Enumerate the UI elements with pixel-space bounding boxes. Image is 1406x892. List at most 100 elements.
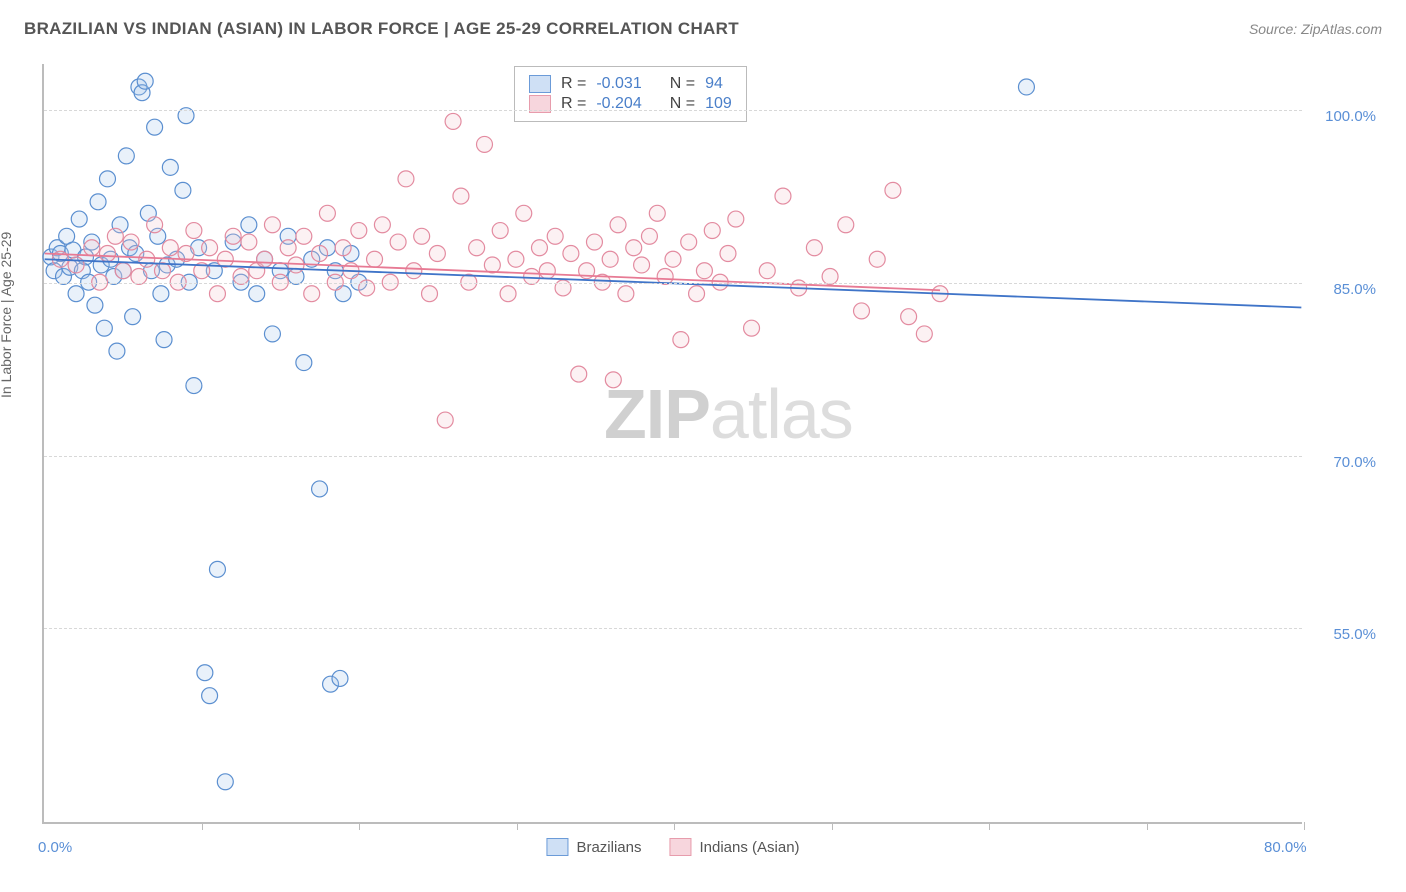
scatter-point <box>202 688 218 704</box>
scatter-point <box>838 217 854 233</box>
scatter-point <box>696 263 712 279</box>
scatter-point <box>100 171 116 187</box>
scatter-point <box>162 159 178 175</box>
scatter-point <box>516 205 532 221</box>
scatter-point <box>162 240 178 256</box>
scatter-point <box>209 561 225 577</box>
scatter-point <box>71 211 87 227</box>
scatter-point <box>806 240 822 256</box>
scatter-point <box>508 251 524 267</box>
x-axis-label-right: 80.0% <box>1264 839 1307 856</box>
scatter-point <box>759 263 775 279</box>
scatter-point <box>469 240 485 256</box>
legend-item-indians: Indians (Asian) <box>669 838 799 856</box>
scatter-point <box>175 182 191 198</box>
scatter-point <box>477 136 493 152</box>
scatter-point <box>500 286 516 302</box>
scatter-point <box>288 257 304 273</box>
scatter-point <box>649 205 665 221</box>
scatter-point <box>406 263 422 279</box>
scatter-point <box>634 257 650 273</box>
scatter-point <box>257 251 273 267</box>
scatter-point <box>68 286 84 302</box>
scatter-point <box>197 665 213 681</box>
scatter-point <box>1018 79 1034 95</box>
scatter-point <box>139 251 155 267</box>
scatter-point <box>626 240 642 256</box>
r-value-brazilians: -0.031 <box>596 75 641 93</box>
series-legend: Brazilians Indians (Asian) <box>546 838 799 856</box>
scatter-point <box>332 670 348 686</box>
swatch-brazilians-icon <box>546 838 568 856</box>
scatter-point <box>681 234 697 250</box>
scatter-point <box>125 309 141 325</box>
scatter-point <box>115 263 131 279</box>
scatter-point <box>916 326 932 342</box>
scatter-point <box>312 481 328 497</box>
scatter-point <box>602 251 618 267</box>
scatter-point <box>547 228 563 244</box>
scatter-point <box>304 286 320 302</box>
scatter-point <box>398 171 414 187</box>
n-value-brazilians: 94 <box>705 75 723 93</box>
scatter-point <box>153 286 169 302</box>
chart-container: ZIPatlas R = -0.031 N = 94 R = -0.204 N … <box>42 64 1382 824</box>
scatter-svg <box>44 64 1302 822</box>
scatter-point <box>186 378 202 394</box>
scatter-point <box>84 240 100 256</box>
y-axis-title: In Labor Force | Age 25-29 <box>0 232 14 398</box>
scatter-point <box>885 182 901 198</box>
swatch-brazilians <box>529 75 551 93</box>
scatter-point <box>90 194 106 210</box>
scatter-point <box>704 223 720 239</box>
scatter-point <box>673 332 689 348</box>
scatter-point <box>249 286 265 302</box>
scatter-point <box>296 355 312 371</box>
scatter-point <box>492 223 508 239</box>
scatter-point <box>202 240 218 256</box>
scatter-point <box>319 205 335 221</box>
scatter-point <box>610 217 626 233</box>
scatter-point <box>484 257 500 273</box>
scatter-point <box>563 246 579 262</box>
scatter-point <box>367 251 383 267</box>
scatter-point <box>744 320 760 336</box>
scatter-point <box>335 240 351 256</box>
scatter-point <box>901 309 917 325</box>
y-tick-label: 100.0% <box>1306 108 1376 125</box>
scatter-point <box>641 228 657 244</box>
scatter-point <box>264 326 280 342</box>
scatter-point <box>728 211 744 227</box>
scatter-point <box>869 251 885 267</box>
scatter-point <box>209 286 225 302</box>
scatter-point <box>414 228 430 244</box>
scatter-point <box>118 148 134 164</box>
scatter-point <box>586 234 602 250</box>
legend-row-brazilians: R = -0.031 N = 94 <box>529 75 732 93</box>
legend-item-brazilians: Brazilians <box>546 838 641 856</box>
scatter-point <box>775 188 791 204</box>
y-tick-label: 70.0% <box>1306 454 1376 471</box>
scatter-point <box>96 320 112 336</box>
scatter-point <box>241 217 257 233</box>
scatter-point <box>137 73 153 89</box>
scatter-point <box>605 372 621 388</box>
scatter-point <box>87 297 103 313</box>
scatter-point <box>429 246 445 262</box>
scatter-point <box>147 217 163 233</box>
scatter-point <box>217 251 233 267</box>
scatter-point <box>107 228 123 244</box>
scatter-point <box>217 774 233 790</box>
scatter-point <box>241 234 257 250</box>
scatter-point <box>264 217 280 233</box>
scatter-point <box>374 217 390 233</box>
x-axis-label-left: 0.0% <box>38 839 72 856</box>
scatter-point <box>186 223 202 239</box>
scatter-point <box>720 246 736 262</box>
scatter-point <box>351 223 367 239</box>
y-tick-label: 55.0% <box>1306 626 1376 643</box>
chart-title: BRAZILIAN VS INDIAN (ASIAN) IN LABOR FOR… <box>24 19 739 39</box>
scatter-point <box>123 234 139 250</box>
chart-header: BRAZILIAN VS INDIAN (ASIAN) IN LABOR FOR… <box>0 0 1406 48</box>
scatter-point <box>531 240 547 256</box>
